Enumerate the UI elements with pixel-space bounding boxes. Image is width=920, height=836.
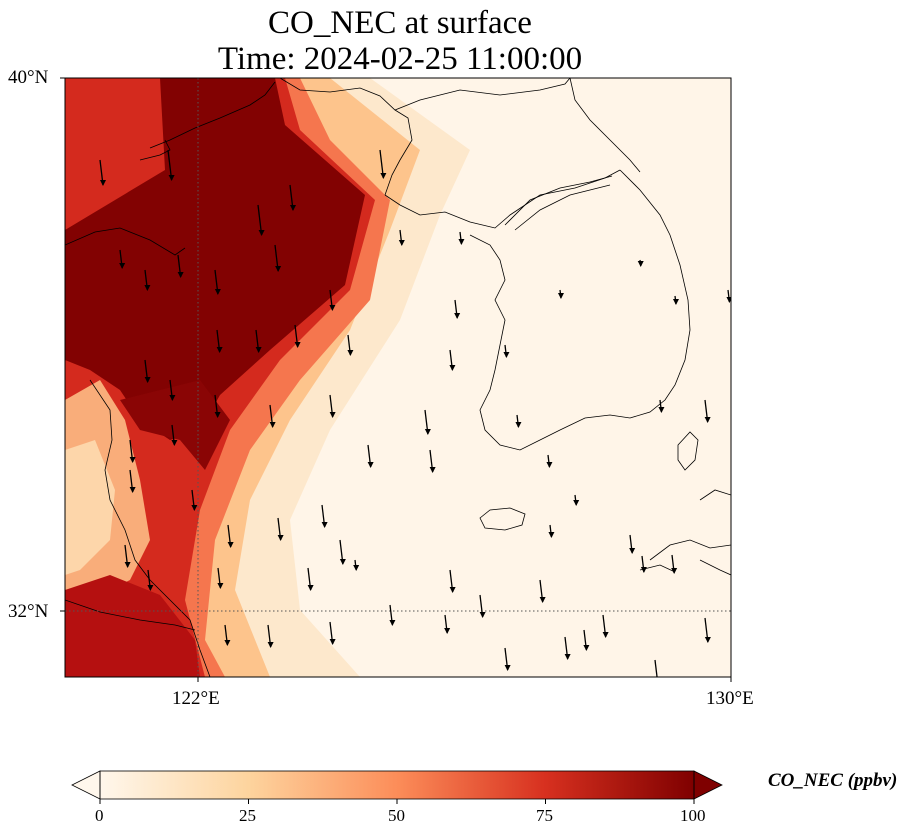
- colorbar-title: CO_NEC (ppbv): [768, 770, 898, 791]
- wind-arrow-head: [169, 395, 176, 401]
- concentration-inland-pale: [65, 440, 115, 575]
- wind-arrow-head: [557, 293, 564, 299]
- concentration-core-dark: [65, 78, 365, 440]
- wind-arrow-head: [704, 637, 711, 643]
- wind-arrow-head: [129, 487, 136, 493]
- colorbar-tick-50: 50: [388, 806, 405, 825]
- wind-arrow-head: [726, 297, 731, 303]
- wind-arrow-head: [177, 272, 184, 278]
- wind-arrow-head: [444, 628, 451, 634]
- wind-arrow-head: [573, 500, 580, 506]
- wind-arrow-head: [658, 407, 665, 413]
- wind-arrow-head: [329, 639, 336, 645]
- colorbar-body: [100, 771, 694, 799]
- lat-label-32: 32°N: [8, 601, 49, 622]
- wind-arrow-head: [398, 240, 405, 246]
- colorbar-tick-100: 100: [680, 806, 706, 825]
- wind-arrow-head: [671, 568, 678, 574]
- colorbar: [71, 770, 723, 804]
- wind-arrow-head: [339, 559, 346, 565]
- wind-arrow-head: [424, 429, 431, 435]
- wind-arrow-head: [449, 365, 456, 371]
- wind-arrow-head: [329, 412, 336, 418]
- wind-arrow-head: [454, 313, 461, 319]
- wind-arrow-head: [216, 347, 223, 353]
- wind-arrow-head: [380, 173, 387, 179]
- colorbar-tick-25: 25: [239, 806, 256, 825]
- colorbar-extend-low: [71, 770, 101, 800]
- wind-arrow-head: [267, 642, 274, 648]
- concentration-core-dark-2: [120, 380, 230, 470]
- wind-arrow-head: [429, 467, 436, 473]
- lon-label-122: 122°E: [172, 688, 220, 709]
- wind-arrow-head: [224, 640, 231, 646]
- wind-arrow-head: [171, 440, 178, 446]
- colorbar-extend-high: [693, 770, 723, 800]
- lon-label-130: 130°E: [706, 688, 754, 709]
- wind-arrow-head: [389, 620, 396, 626]
- wind-arrow-head: [515, 422, 522, 428]
- wind-arrow-head: [637, 261, 644, 267]
- wind-arrow-head: [217, 583, 224, 589]
- wind-arrow-head: [367, 462, 374, 468]
- wind-arrow-head: [191, 505, 198, 511]
- wind-vectors: [99, 149, 731, 683]
- wind-arrow-head: [353, 565, 360, 571]
- wind-arrow-head: [449, 587, 456, 593]
- wind-arrow-head: [255, 347, 262, 353]
- colorbar-tick-75: 75: [536, 806, 553, 825]
- wind-arrow-head: [503, 352, 510, 358]
- wind-arrow-head: [583, 645, 590, 651]
- wind-arrow-head: [704, 417, 711, 423]
- wind-arrow-head: [504, 665, 511, 671]
- map-frame: [64, 77, 732, 678]
- wind-arrow-head: [564, 654, 571, 660]
- wind-arrow-head: [640, 567, 647, 573]
- wind-arrow-head: [214, 412, 221, 418]
- plot-title-line2: Time: 2024-02-25 11:00:00: [217, 41, 583, 77]
- wind-arrow-head: [214, 289, 221, 295]
- wind-arrow-head: [129, 457, 136, 463]
- wind-arrow-head: [602, 632, 609, 638]
- wind-arrow-head: [329, 305, 336, 311]
- wind-arrow-head: [458, 239, 465, 245]
- wind-arrow-shaft: [654, 659, 658, 677]
- wind-arrow-head: [227, 542, 234, 548]
- wind-arrow-head: [347, 350, 354, 356]
- wind-arrow-head: [124, 562, 131, 568]
- wind-arrow-head: [307, 585, 314, 591]
- concentration-yangtze-red: [65, 575, 200, 677]
- wind-arrow-head: [144, 377, 151, 383]
- wind-arrow-head: [147, 585, 154, 591]
- wind-arrow-head: [119, 263, 126, 269]
- wind-arrow-head: [277, 535, 284, 541]
- wind-arrow-head: [548, 532, 555, 538]
- concentration-faint-plume: [210, 78, 470, 677]
- wind-arrow-head: [275, 266, 282, 272]
- wind-arrow-head: [539, 597, 546, 603]
- lat-label-40: 40°N: [8, 67, 49, 88]
- wind-arrow-head: [672, 299, 679, 305]
- wind-arrow-head: [294, 342, 301, 348]
- wind-arrow-head: [168, 175, 175, 181]
- wind-arrow-head: [144, 285, 151, 291]
- wind-arrow-head: [629, 548, 636, 554]
- wind-arrow-head: [479, 612, 486, 618]
- plot-title-line1: CO_NEC at surface: [268, 5, 532, 41]
- coastlines: [65, 78, 731, 677]
- wind-arrow-head: [546, 462, 553, 468]
- wind-arrow-head: [321, 522, 328, 528]
- wind-arrow-head: [269, 422, 276, 428]
- wind-arrow-head: [655, 677, 661, 683]
- wind-arrow-head: [258, 230, 265, 236]
- wind-arrow-head: [100, 180, 106, 186]
- wind-arrow-head: [290, 205, 296, 211]
- colorbar-tick-0: 0: [95, 806, 104, 825]
